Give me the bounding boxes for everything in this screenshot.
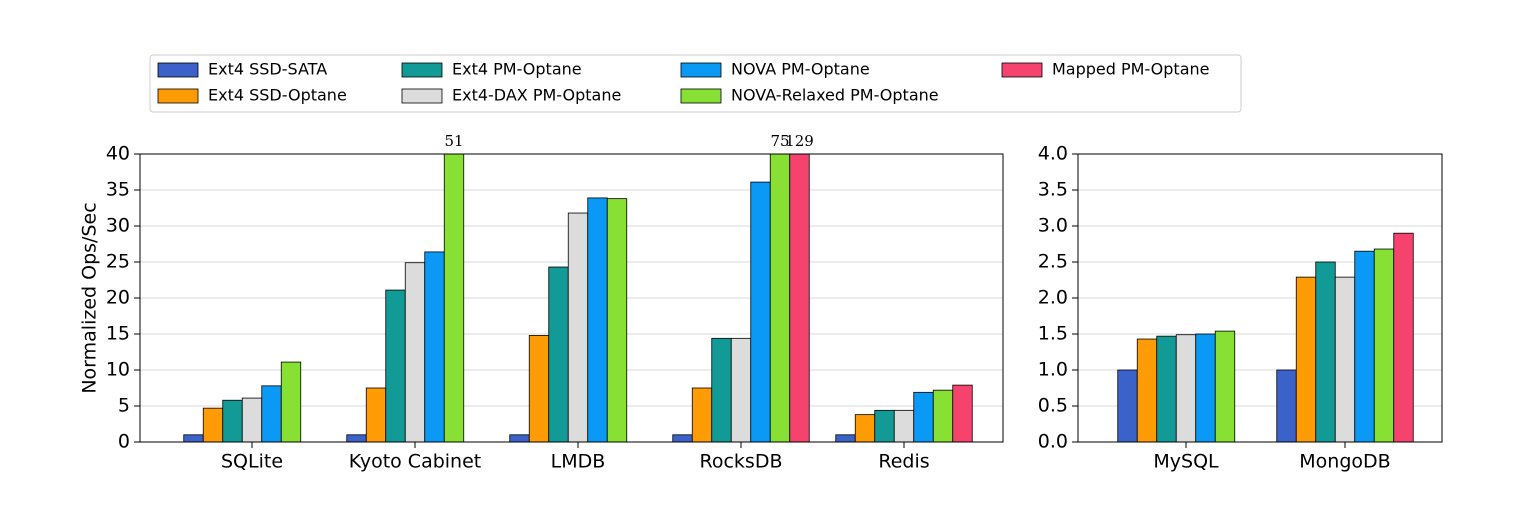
y-tick-label: 5: [118, 395, 130, 417]
bar: [1117, 369, 1138, 443]
legend-label: NOVA-Relaxed PM-Optane: [731, 86, 939, 105]
legend-swatch: [401, 88, 443, 104]
bar: [932, 389, 954, 443]
bar: [874, 409, 895, 443]
bar: [854, 414, 876, 443]
x-tick-label: RocksDB: [700, 451, 783, 473]
data-label: 129: [785, 132, 814, 150]
legend-swatch: [157, 62, 199, 78]
y-tick-label: 0.5: [1038, 395, 1068, 417]
bar: [835, 434, 856, 443]
y-tick-label: 25: [106, 251, 130, 273]
x-tick-label: LMDB: [551, 451, 606, 473]
y-tick-label: 3.0: [1038, 215, 1068, 237]
legend-label: Ext4 SSD-SATA: [208, 60, 327, 79]
legend-swatch: [401, 62, 443, 78]
y-tick-label: 2.5: [1038, 251, 1068, 273]
bar: [261, 385, 282, 443]
y-tick-label: 40: [106, 143, 130, 165]
bar: [1295, 276, 1317, 443]
legend-swatch: [1001, 62, 1043, 78]
legend-label: Ext4 SSD-Optane: [208, 86, 347, 105]
bar: [567, 212, 589, 443]
bar: [241, 397, 263, 443]
y-tick-label: 2.0: [1038, 287, 1068, 309]
y-tick-label: 20: [106, 287, 130, 309]
x-tick-label: MySQL: [1153, 451, 1219, 473]
bar: [1175, 334, 1197, 443]
data-label: 51: [444, 132, 463, 150]
bar: [587, 197, 608, 443]
plot-frame: [1077, 153, 1443, 443]
bar: [548, 266, 569, 443]
bar: [1373, 248, 1395, 443]
bar: [1354, 250, 1375, 443]
bar: [1334, 276, 1356, 443]
bar: [730, 337, 752, 443]
bar: [711, 337, 732, 443]
x-tick-label: SQLite: [221, 451, 283, 473]
y-tick-label: 15: [106, 323, 130, 345]
y-tick-label: 0: [118, 431, 130, 453]
bar: [606, 198, 628, 443]
legend-label: Ext4 PM-Optane: [452, 60, 582, 79]
legend-swatch: [157, 88, 199, 104]
bar: [769, 153, 791, 443]
y-tick-label: 3.5: [1038, 179, 1068, 201]
bar: [672, 434, 693, 443]
bar: [509, 434, 530, 443]
bar: [202, 407, 224, 443]
plot-frame: [139, 153, 1004, 443]
data-label: 75: [770, 132, 789, 150]
bar: [691, 387, 713, 443]
bar: [1276, 369, 1297, 443]
y-tick-label: 4.0: [1038, 143, 1068, 165]
bar: [222, 399, 243, 443]
legend-label: Ext4-DAX PM-Optane: [452, 86, 621, 105]
legend-swatch: [680, 88, 722, 104]
bar: [913, 391, 934, 443]
bar: [183, 434, 204, 443]
bar: [1195, 333, 1216, 443]
y-tick-label: 1.0: [1038, 359, 1068, 381]
y-tick-label: 0.0: [1038, 431, 1068, 453]
y-tick-label: 35: [106, 179, 130, 201]
bar: [528, 335, 550, 443]
bar: [424, 251, 445, 443]
legend-swatch: [680, 62, 722, 78]
legend-label: NOVA PM-Optane: [731, 60, 870, 79]
bar: [893, 409, 915, 443]
bar: [443, 153, 465, 443]
bar: [1136, 338, 1158, 443]
bar: [385, 289, 406, 443]
bar: [1214, 330, 1236, 443]
bar: [404, 262, 426, 443]
bar: [789, 153, 810, 443]
bar: [1315, 261, 1336, 443]
bar: [365, 387, 387, 443]
x-tick-label: Redis: [878, 451, 929, 473]
bar: [750, 181, 771, 443]
bar: [280, 361, 302, 443]
bar: [1156, 335, 1177, 443]
y-tick-label: 10: [106, 359, 130, 381]
y-axis-label: Normalized Ops/Sec: [79, 202, 101, 393]
bar: [1393, 232, 1414, 443]
bar: [346, 434, 367, 443]
legend-label: Mapped PM-Optane: [1052, 60, 1210, 79]
y-tick-label: 30: [106, 215, 130, 237]
x-tick-label: MongoDB: [1299, 451, 1390, 473]
bar: [952, 384, 973, 443]
y-tick-label: 1.5: [1038, 323, 1068, 345]
x-tick-label: Kyoto Cabinet: [349, 451, 482, 473]
